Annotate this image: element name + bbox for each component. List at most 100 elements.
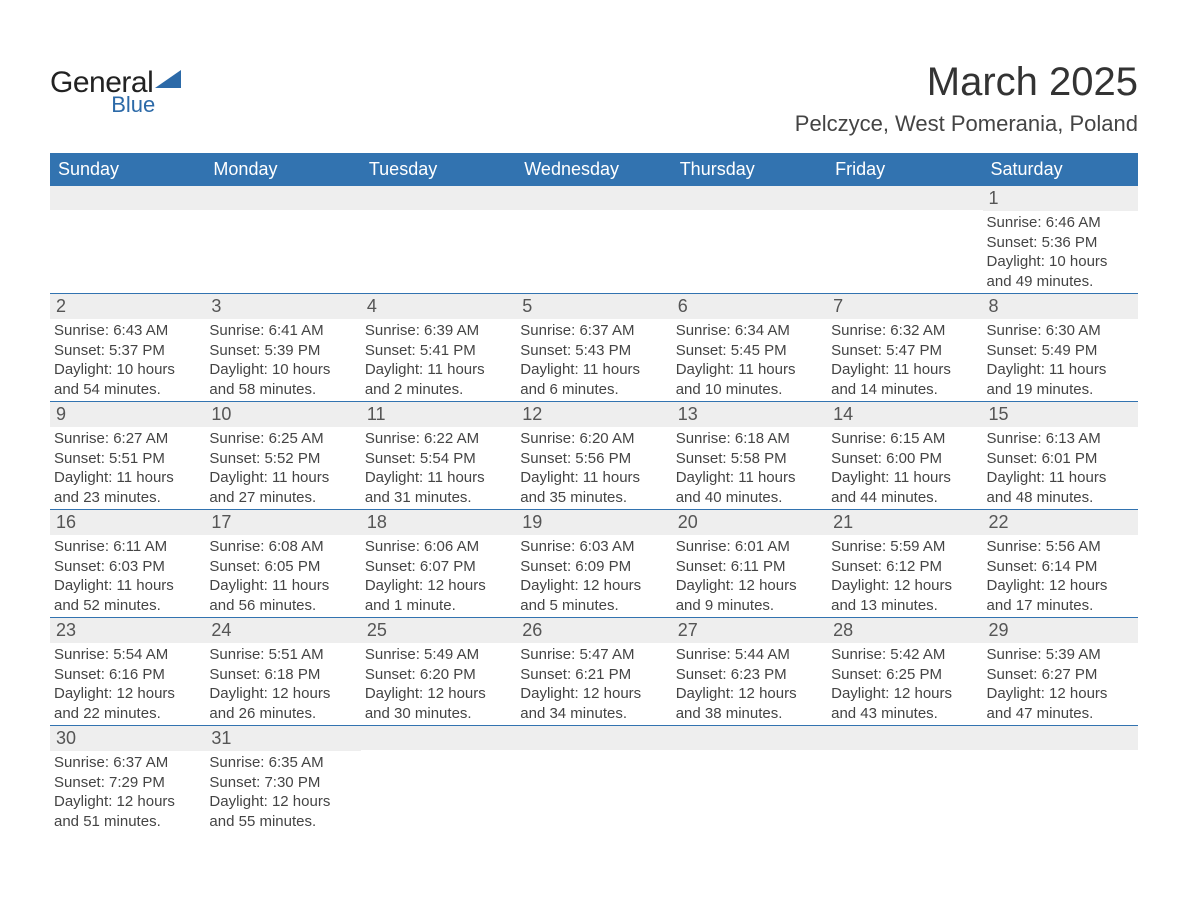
day-daylight1: Daylight: 10 hours xyxy=(209,360,356,380)
calendar-cell: 9Sunrise: 6:27 AMSunset: 5:51 PMDaylight… xyxy=(50,402,205,509)
day-daylight1: Daylight: 12 hours xyxy=(365,684,512,704)
calendar-cell: 26Sunrise: 5:47 AMSunset: 6:21 PMDayligh… xyxy=(516,618,671,725)
day-sunset: Sunset: 5:56 PM xyxy=(520,449,667,469)
logo-text: General Blue xyxy=(50,68,153,116)
day-sunrise: Sunrise: 6:32 AM xyxy=(831,321,978,341)
day-sunrise: Sunrise: 5:44 AM xyxy=(676,645,823,665)
day-sunrise: Sunrise: 5:56 AM xyxy=(987,537,1134,557)
day-daylight1: Daylight: 11 hours xyxy=(831,468,978,488)
day-details: Sunrise: 5:56 AMSunset: 6:14 PMDaylight:… xyxy=(983,535,1138,617)
day-sunrise: Sunrise: 5:49 AM xyxy=(365,645,512,665)
day-sunset: Sunset: 6:11 PM xyxy=(676,557,823,577)
day-number: 11 xyxy=(361,402,516,427)
day-number: 26 xyxy=(516,618,671,643)
day-sunset: Sunset: 5:41 PM xyxy=(365,341,512,361)
day-sunrise: Sunrise: 6:30 AM xyxy=(987,321,1134,341)
day-number: 29 xyxy=(983,618,1138,643)
calendar-cell: 3Sunrise: 6:41 AMSunset: 5:39 PMDaylight… xyxy=(205,294,360,401)
day-daylight1: Daylight: 12 hours xyxy=(209,684,356,704)
day-sunrise: Sunrise: 5:42 AM xyxy=(831,645,978,665)
day-sunset: Sunset: 6:09 PM xyxy=(520,557,667,577)
day-sunrise: Sunrise: 6:11 AM xyxy=(54,537,201,557)
day-sunrise: Sunrise: 6:41 AM xyxy=(209,321,356,341)
day-sunrise: Sunrise: 5:59 AM xyxy=(831,537,978,557)
day-details: Sunrise: 6:27 AMSunset: 5:51 PMDaylight:… xyxy=(50,427,205,509)
day-details: Sunrise: 5:54 AMSunset: 6:16 PMDaylight:… xyxy=(50,643,205,725)
day-daylight1: Daylight: 11 hours xyxy=(676,468,823,488)
day-number: 21 xyxy=(827,510,982,535)
calendar-cell: 27Sunrise: 5:44 AMSunset: 6:23 PMDayligh… xyxy=(672,618,827,725)
day-details: Sunrise: 6:08 AMSunset: 6:05 PMDaylight:… xyxy=(205,535,360,617)
day-number xyxy=(983,726,1138,750)
day-sunrise: Sunrise: 5:47 AM xyxy=(520,645,667,665)
day-details xyxy=(827,210,982,288)
day-sunset: Sunset: 6:18 PM xyxy=(209,665,356,685)
logo-triangle-icon xyxy=(155,70,181,96)
day-sunrise: Sunrise: 6:20 AM xyxy=(520,429,667,449)
day-details: Sunrise: 6:35 AMSunset: 7:30 PMDaylight:… xyxy=(205,751,360,833)
day-sunset: Sunset: 5:51 PM xyxy=(54,449,201,469)
day-daylight1: Daylight: 12 hours xyxy=(520,684,667,704)
day-number: 31 xyxy=(205,726,360,751)
day-details xyxy=(983,750,1138,828)
calendar-cell: 24Sunrise: 5:51 AMSunset: 6:18 PMDayligh… xyxy=(205,618,360,725)
calendar-cell-empty xyxy=(672,186,827,293)
day-number: 13 xyxy=(672,402,827,427)
day-number: 3 xyxy=(205,294,360,319)
day-details xyxy=(50,210,205,288)
day-sunrise: Sunrise: 6:43 AM xyxy=(54,321,201,341)
day-daylight2: and 52 minutes. xyxy=(54,596,201,616)
day-details: Sunrise: 6:03 AMSunset: 6:09 PMDaylight:… xyxy=(516,535,671,617)
calendar-cell: 17Sunrise: 6:08 AMSunset: 6:05 PMDayligh… xyxy=(205,510,360,617)
location-subtitle: Pelczyce, West Pomerania, Poland xyxy=(795,111,1138,137)
calendar-cell: 20Sunrise: 6:01 AMSunset: 6:11 PMDayligh… xyxy=(672,510,827,617)
day-number: 8 xyxy=(983,294,1138,319)
day-daylight2: and 49 minutes. xyxy=(987,272,1134,292)
day-details: Sunrise: 5:51 AMSunset: 6:18 PMDaylight:… xyxy=(205,643,360,725)
day-daylight2: and 31 minutes. xyxy=(365,488,512,508)
day-number: 14 xyxy=(827,402,982,427)
day-details xyxy=(672,210,827,288)
day-daylight1: Daylight: 12 hours xyxy=(676,684,823,704)
calendar-cell: 22Sunrise: 5:56 AMSunset: 6:14 PMDayligh… xyxy=(983,510,1138,617)
day-sunset: Sunset: 6:12 PM xyxy=(831,557,978,577)
day-sunrise: Sunrise: 5:51 AM xyxy=(209,645,356,665)
day-daylight1: Daylight: 11 hours xyxy=(365,360,512,380)
day-number: 9 xyxy=(50,402,205,427)
day-daylight2: and 55 minutes. xyxy=(209,812,356,832)
day-number xyxy=(50,186,205,210)
calendar-cell: 23Sunrise: 5:54 AMSunset: 6:16 PMDayligh… xyxy=(50,618,205,725)
day-daylight2: and 23 minutes. xyxy=(54,488,201,508)
day-daylight2: and 6 minutes. xyxy=(520,380,667,400)
day-daylight2: and 56 minutes. xyxy=(209,596,356,616)
day-number: 22 xyxy=(983,510,1138,535)
calendar-header-row: SundayMondayTuesdayWednesdayThursdayFrid… xyxy=(50,153,1138,186)
calendar-cell-empty xyxy=(205,186,360,293)
day-sunrise: Sunrise: 6:25 AM xyxy=(209,429,356,449)
day-details: Sunrise: 5:47 AMSunset: 6:21 PMDaylight:… xyxy=(516,643,671,725)
day-details: Sunrise: 6:43 AMSunset: 5:37 PMDaylight:… xyxy=(50,319,205,401)
day-sunrise: Sunrise: 6:03 AM xyxy=(520,537,667,557)
day-details: Sunrise: 5:42 AMSunset: 6:25 PMDaylight:… xyxy=(827,643,982,725)
day-sunrise: Sunrise: 6:06 AM xyxy=(365,537,512,557)
day-number: 6 xyxy=(672,294,827,319)
day-sunset: Sunset: 5:49 PM xyxy=(987,341,1134,361)
day-daylight2: and 27 minutes. xyxy=(209,488,356,508)
day-number: 16 xyxy=(50,510,205,535)
calendar-body: 1Sunrise: 6:46 AMSunset: 5:36 PMDaylight… xyxy=(50,186,1138,833)
calendar-cell: 18Sunrise: 6:06 AMSunset: 6:07 PMDayligh… xyxy=(361,510,516,617)
day-sunset: Sunset: 7:30 PM xyxy=(209,773,356,793)
day-daylight2: and 26 minutes. xyxy=(209,704,356,724)
calendar-cell-empty xyxy=(50,186,205,293)
day-sunrise: Sunrise: 5:39 AM xyxy=(987,645,1134,665)
day-daylight1: Daylight: 11 hours xyxy=(209,468,356,488)
day-number: 4 xyxy=(361,294,516,319)
day-daylight1: Daylight: 12 hours xyxy=(831,576,978,596)
calendar-cell-empty xyxy=(361,726,516,833)
day-details: Sunrise: 5:49 AMSunset: 6:20 PMDaylight:… xyxy=(361,643,516,725)
day-details: Sunrise: 6:37 AMSunset: 7:29 PMDaylight:… xyxy=(50,751,205,833)
day-daylight2: and 30 minutes. xyxy=(365,704,512,724)
day-sunrise: Sunrise: 6:39 AM xyxy=(365,321,512,341)
day-number: 12 xyxy=(516,402,671,427)
calendar-cell: 25Sunrise: 5:49 AMSunset: 6:20 PMDayligh… xyxy=(361,618,516,725)
